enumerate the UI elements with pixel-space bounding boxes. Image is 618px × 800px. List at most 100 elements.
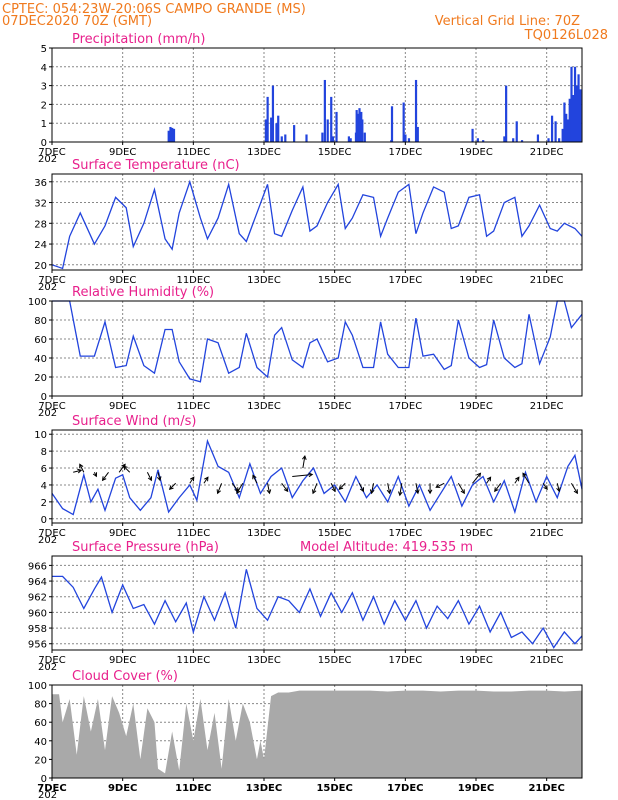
header-location: CPTEC: 054:23W-20:06S CAMPO GRANDE (MS) <box>2 2 306 17</box>
panel-title-wind: Surface Wind (m/s) <box>72 414 196 429</box>
wind-arrow-head <box>79 463 84 469</box>
wind-arrow <box>415 483 419 494</box>
precip-bar <box>347 136 350 142</box>
precip-bar <box>512 138 515 142</box>
wind-arrow <box>514 476 520 484</box>
precip-bar <box>335 111 338 142</box>
precip-bar <box>568 98 571 142</box>
x-tick-label: 11DEC <box>176 528 210 539</box>
x-tick-label: 21DEC <box>530 275 564 286</box>
x-tick-label: 9DEC <box>109 401 136 412</box>
wind-arrow-head <box>359 487 365 493</box>
wind-arrow-head <box>92 472 98 478</box>
precip-bar <box>536 134 540 142</box>
x-tick-label: 15DEC <box>318 655 352 666</box>
x-tick-label: 11DEC <box>176 655 210 666</box>
panel-frame-rh <box>51 300 583 397</box>
wind-arrow-head <box>147 476 153 482</box>
x-year-stub: 202 <box>38 282 57 293</box>
wind-arrow-head <box>168 485 174 491</box>
x-tick-label: 17DEC <box>388 275 422 286</box>
wind-arrow-head <box>515 476 520 482</box>
precip-bar <box>361 119 364 142</box>
y-tick-label: 60 <box>34 718 47 729</box>
y-tick-label: 0 <box>41 392 47 403</box>
series-line-wind <box>51 438 583 516</box>
x-tick-label: 21DEC <box>528 783 564 794</box>
y-tick-label: 4 <box>41 63 47 74</box>
x-tick-label: 7DEC <box>38 147 65 158</box>
wind-arrow <box>371 483 375 494</box>
x-tick-label: 17DEC <box>388 655 422 666</box>
x-tick-label: 7DEC <box>38 655 65 666</box>
y-tick-label: 2 <box>41 498 47 509</box>
precip-bar <box>280 136 283 142</box>
y-tick-label: 4 <box>41 481 47 492</box>
y-tick-label: 0 <box>41 774 47 785</box>
y-tick-label: 956 <box>28 640 47 651</box>
y-tick-label: 100 <box>28 681 47 692</box>
y-tick-label: 1 <box>41 119 47 130</box>
x-tick-label: 21DEC <box>530 147 564 158</box>
precip-bar <box>390 106 394 142</box>
wind-arrow-head <box>494 487 499 493</box>
wind-arrow-head <box>101 476 107 482</box>
precip-bar <box>547 138 550 142</box>
x-tick-label: 19DEC <box>459 655 493 666</box>
wind-arrow-head <box>573 489 578 495</box>
series-line-pres <box>52 569 583 649</box>
panel-precip: Precipitation (mm/h) 0 1 2 3 4 5 7DEC 9DEC 11DEC 1… <box>38 32 583 165</box>
x-tick-label: 9DEC <box>109 528 136 539</box>
x-tick-label: 15DEC <box>318 401 352 412</box>
panel-temp: Surface Temperature (nC) 20 24 28 32 36 7DEC 9D… <box>34 158 583 293</box>
panel-wind: Surface Wind (m/s) 0 2 4 6 8 10 7DEC 9DEC 11DEC 13… <box>34 414 583 546</box>
wind-arrow <box>118 463 126 473</box>
precip-bar <box>550 115 554 142</box>
panel-frame-wind <box>51 429 583 524</box>
wind-arrow <box>302 455 306 469</box>
panel-title-pres: Surface Pressure (hPa) <box>72 540 219 555</box>
y-tick-label: 5 <box>41 44 47 55</box>
wind-arrow-head <box>414 489 420 495</box>
y-tick-label: 20 <box>34 755 47 766</box>
wind-arrow <box>123 465 131 473</box>
x-tick-label: 13DEC <box>247 401 281 412</box>
x-tick-label: 11DEC <box>176 401 210 412</box>
wind-arrow <box>267 483 271 494</box>
wind-arrow <box>281 482 289 492</box>
x-tick-label: 9DEC <box>108 783 137 794</box>
x-tick-label: 19DEC <box>459 275 493 286</box>
y-tick-label: 2 <box>41 100 47 111</box>
wind-arrow <box>157 472 161 481</box>
precip-bar <box>570 66 573 142</box>
wind-arrow <box>472 472 481 484</box>
precip-bar <box>402 102 405 142</box>
wind-arrow <box>556 483 560 492</box>
x-tick-label: 13DEC <box>246 783 282 794</box>
wind-arrow <box>358 483 364 492</box>
wind-arrow-head <box>398 491 403 497</box>
precip-bar <box>169 126 172 142</box>
precip-bar <box>167 130 170 142</box>
precip-bar <box>572 95 575 142</box>
precip-bar <box>358 108 361 142</box>
x-year-stub: 202 <box>38 790 57 800</box>
x-tick-label: 17DEC <box>388 401 422 412</box>
wind-arrow <box>338 482 346 490</box>
panel-rh: Relative Humidity (%) 0 20 40 60 80 100 7DEC 9DE… <box>28 285 583 419</box>
wind-arrow <box>252 475 258 484</box>
precip-bar <box>416 126 419 142</box>
precip-bar <box>293 125 296 142</box>
wind-arrow <box>570 483 578 494</box>
precip-bar <box>172 128 176 142</box>
y-tick-label: 36 <box>34 178 47 189</box>
panel-frame-pres <box>51 555 583 651</box>
panel-cloud: Cloud Cover (%) 0 20 40 60 80 100 7DEC 9DEC 11DEC… <box>28 669 583 800</box>
y-tick-label: 0 <box>41 515 47 526</box>
precip-bar <box>171 127 174 142</box>
header-datetime: 07DEC2020 70Z (GMT) <box>2 14 152 29</box>
wind-arrow-head <box>252 474 257 480</box>
precip-bar <box>356 113 359 142</box>
precip-bar <box>275 123 278 142</box>
x-tick-label: 17DEC <box>388 147 422 158</box>
